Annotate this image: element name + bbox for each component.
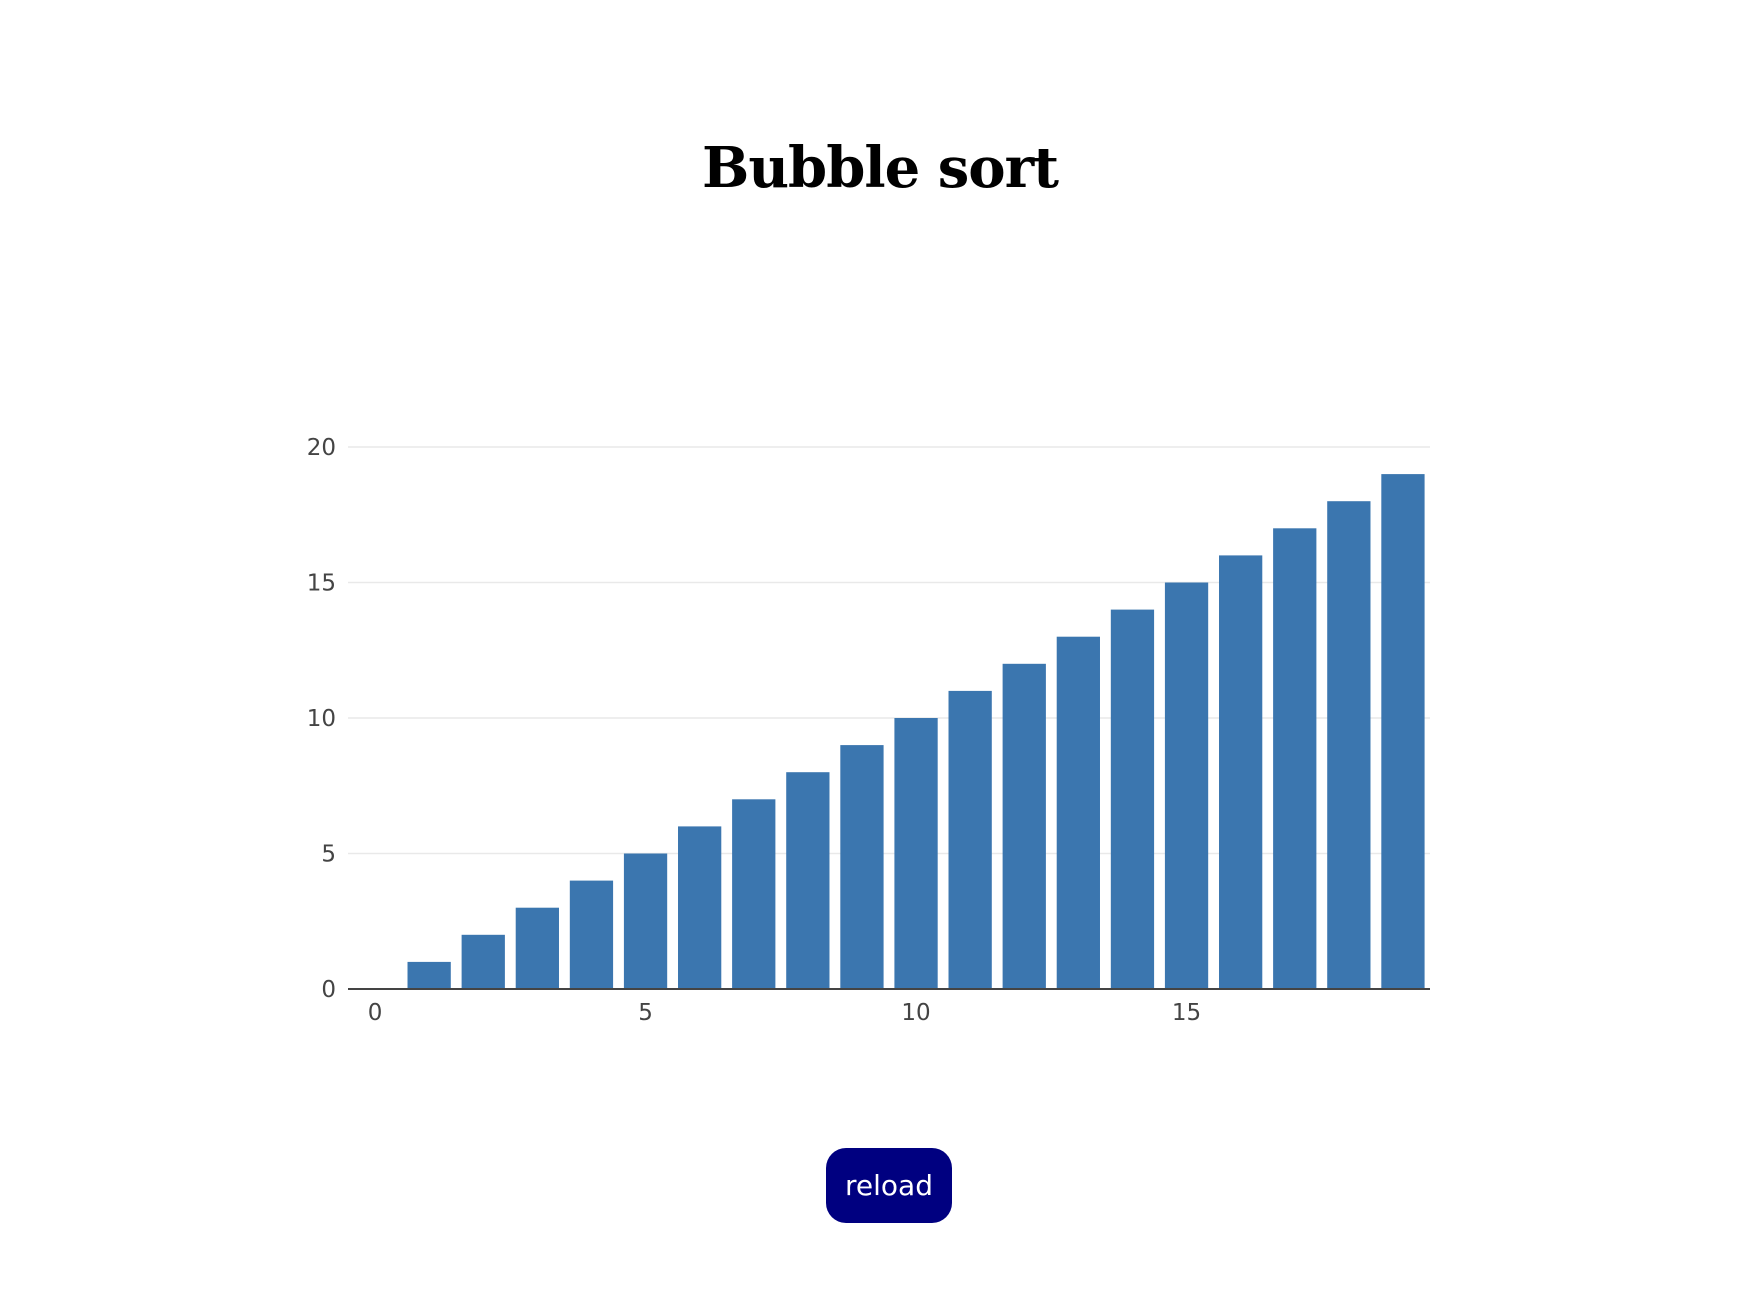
bar-15 xyxy=(1164,582,1209,989)
grid-lines xyxy=(348,446,1430,855)
bar-16 xyxy=(1219,555,1263,989)
bar-10 xyxy=(894,718,938,989)
y-tick-label-0: 0 xyxy=(321,977,336,1003)
bar-6 xyxy=(678,826,722,989)
bar-5 xyxy=(623,853,668,989)
bar-7 xyxy=(732,799,776,989)
bars xyxy=(407,474,1425,990)
bar-2 xyxy=(461,934,505,989)
tick-labels: 0 5 10 15 20 0 5 10 15 xyxy=(307,435,1201,1026)
bar-3 xyxy=(515,907,559,989)
reload-button[interactable]: reload xyxy=(826,1148,952,1223)
x-tick-label-5: 5 xyxy=(638,1000,653,1026)
bar-17 xyxy=(1273,528,1317,989)
page-title: Bubble sort xyxy=(701,135,1059,201)
bar-18 xyxy=(1327,501,1371,989)
bar-14 xyxy=(1110,609,1155,989)
bar-9 xyxy=(840,745,884,989)
bar-13 xyxy=(1056,636,1100,989)
x-tick-label-15: 15 xyxy=(1172,1000,1201,1026)
y-tick-label-15: 15 xyxy=(307,571,336,597)
bar-19 xyxy=(1381,474,1425,990)
y-tick-label-10: 10 xyxy=(307,706,336,732)
y-tick-label-20: 20 xyxy=(307,435,336,461)
bar-12 xyxy=(1002,663,1046,989)
bar-4 xyxy=(569,880,614,989)
y-tick-label-5: 5 xyxy=(321,842,336,868)
x-tick-label-0: 0 xyxy=(368,1000,383,1026)
x-tick-label-10: 10 xyxy=(901,1000,930,1026)
bar-11 xyxy=(948,690,992,989)
bar-8 xyxy=(786,772,830,989)
bar-1 xyxy=(407,961,451,989)
